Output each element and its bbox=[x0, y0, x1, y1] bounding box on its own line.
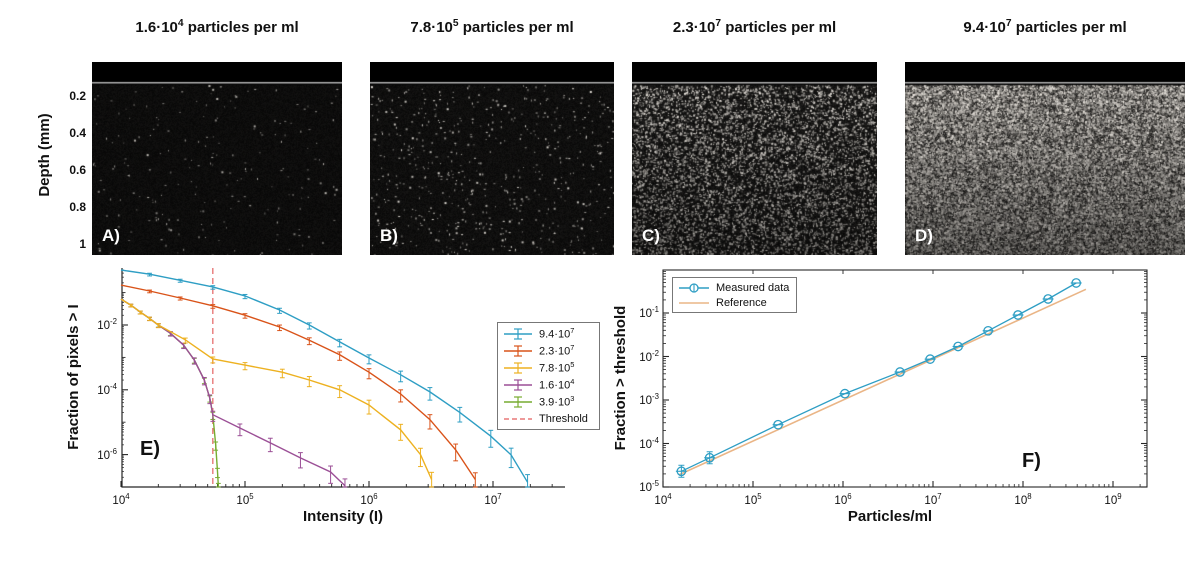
panel-c-title: 2.3·107 particles per ml bbox=[672, 18, 837, 36]
panel-a-title: 1.6·104 particles per ml bbox=[135, 18, 299, 36]
legend-e-item-2: 7.8·105 bbox=[498, 359, 599, 376]
panel-d-title: 9.4·107 particles per ml bbox=[963, 18, 1127, 36]
legend-e-label-1: 2.3·107 bbox=[539, 343, 575, 358]
panel-c-letter: C) bbox=[642, 226, 660, 245]
legend-f-label-0: Measured data bbox=[716, 281, 790, 294]
legend-e-item-3: 1.6·104 bbox=[498, 376, 599, 393]
plot-f-letter: F) bbox=[1022, 450, 1041, 472]
plot-f-xtick-5: 109 bbox=[1104, 492, 1122, 507]
depth-tick-0.4: 0.4 bbox=[69, 126, 86, 140]
legend-e-item-4: 3.9·103 bbox=[498, 393, 599, 410]
legend-e-label-0: 9.4·107 bbox=[539, 326, 575, 341]
depth-tick-0.2: 0.2 bbox=[69, 89, 86, 103]
plot-f-xtick-2: 106 bbox=[834, 492, 852, 507]
depth-axis-label: Depth (mm) bbox=[36, 113, 53, 197]
depth-tick-0.6: 0.6 bbox=[69, 163, 86, 177]
plot-f-ytick-4: 10-5 bbox=[639, 479, 659, 494]
plot-f-legend: Measured data Reference bbox=[672, 277, 797, 313]
plot-e-xtick-1: 105 bbox=[236, 492, 254, 507]
panel-d-letter: D) bbox=[915, 226, 933, 245]
microscopy-image-d bbox=[905, 62, 1185, 255]
depth-tick-0.8: 0.8 bbox=[69, 200, 86, 214]
plot-f-ytick-2: 10-3 bbox=[639, 392, 659, 407]
plot-e-xtick-2: 106 bbox=[360, 492, 378, 507]
plot-f-ytick-1: 10-2 bbox=[639, 348, 659, 364]
plot-e-ytick-2: 10-6 bbox=[97, 447, 117, 462]
panel-b-letter: B) bbox=[380, 226, 398, 245]
plot-f-xtick-4: 108 bbox=[1014, 492, 1032, 507]
plot-f-xtick-3: 107 bbox=[924, 492, 942, 507]
plot-e-letter: E) bbox=[140, 438, 160, 460]
microscopy-image-c bbox=[632, 62, 877, 255]
plot-f-ytick-0: 10-1 bbox=[639, 305, 659, 320]
microscopy-image-a bbox=[92, 62, 342, 255]
legend-e-item-0: 9.4·107 bbox=[498, 325, 599, 342]
plot-e-legend: 9.4·107 2.3·107 7.8·105 1.6·104 3.9·103 … bbox=[497, 322, 600, 430]
legend-e-item-threshold: Threshold bbox=[498, 410, 599, 427]
plot-e-xtick-3: 107 bbox=[484, 492, 502, 507]
legend-f-item-0: Measured data bbox=[673, 280, 796, 295]
legend-e-label-threshold: Threshold bbox=[539, 412, 588, 425]
plot-f-xtick-0: 104 bbox=[654, 492, 672, 507]
panel-a-letter: A) bbox=[102, 226, 120, 245]
plot-f-xlabel: Particles/ml bbox=[847, 508, 933, 525]
legend-e-label-4: 3.9·103 bbox=[539, 394, 575, 409]
legend-e-label-2: 7.8·105 bbox=[539, 360, 575, 375]
legend-e-label-3: 1.6·104 bbox=[539, 377, 575, 392]
plot-e-xlabel: Intensity (I) bbox=[302, 508, 383, 525]
legend-f-label-1: Reference bbox=[716, 296, 767, 309]
plot-f-ytick-3: 10-4 bbox=[639, 435, 659, 451]
legend-f-item-1: Reference bbox=[673, 295, 796, 310]
plot-e-xtick-0: 104 bbox=[112, 492, 130, 507]
panel-b-title: 7.8·105 particles per ml bbox=[410, 18, 574, 36]
plot-e-ytick-0: 10-2 bbox=[97, 317, 117, 332]
plot-f-xtick-1: 105 bbox=[744, 492, 762, 507]
plot-e-ytick-1: 10-4 bbox=[97, 382, 117, 397]
depth-tick-1: 1 bbox=[79, 237, 86, 251]
legend-e-item-1: 2.3·107 bbox=[498, 342, 599, 359]
microscopy-image-b bbox=[370, 62, 614, 255]
